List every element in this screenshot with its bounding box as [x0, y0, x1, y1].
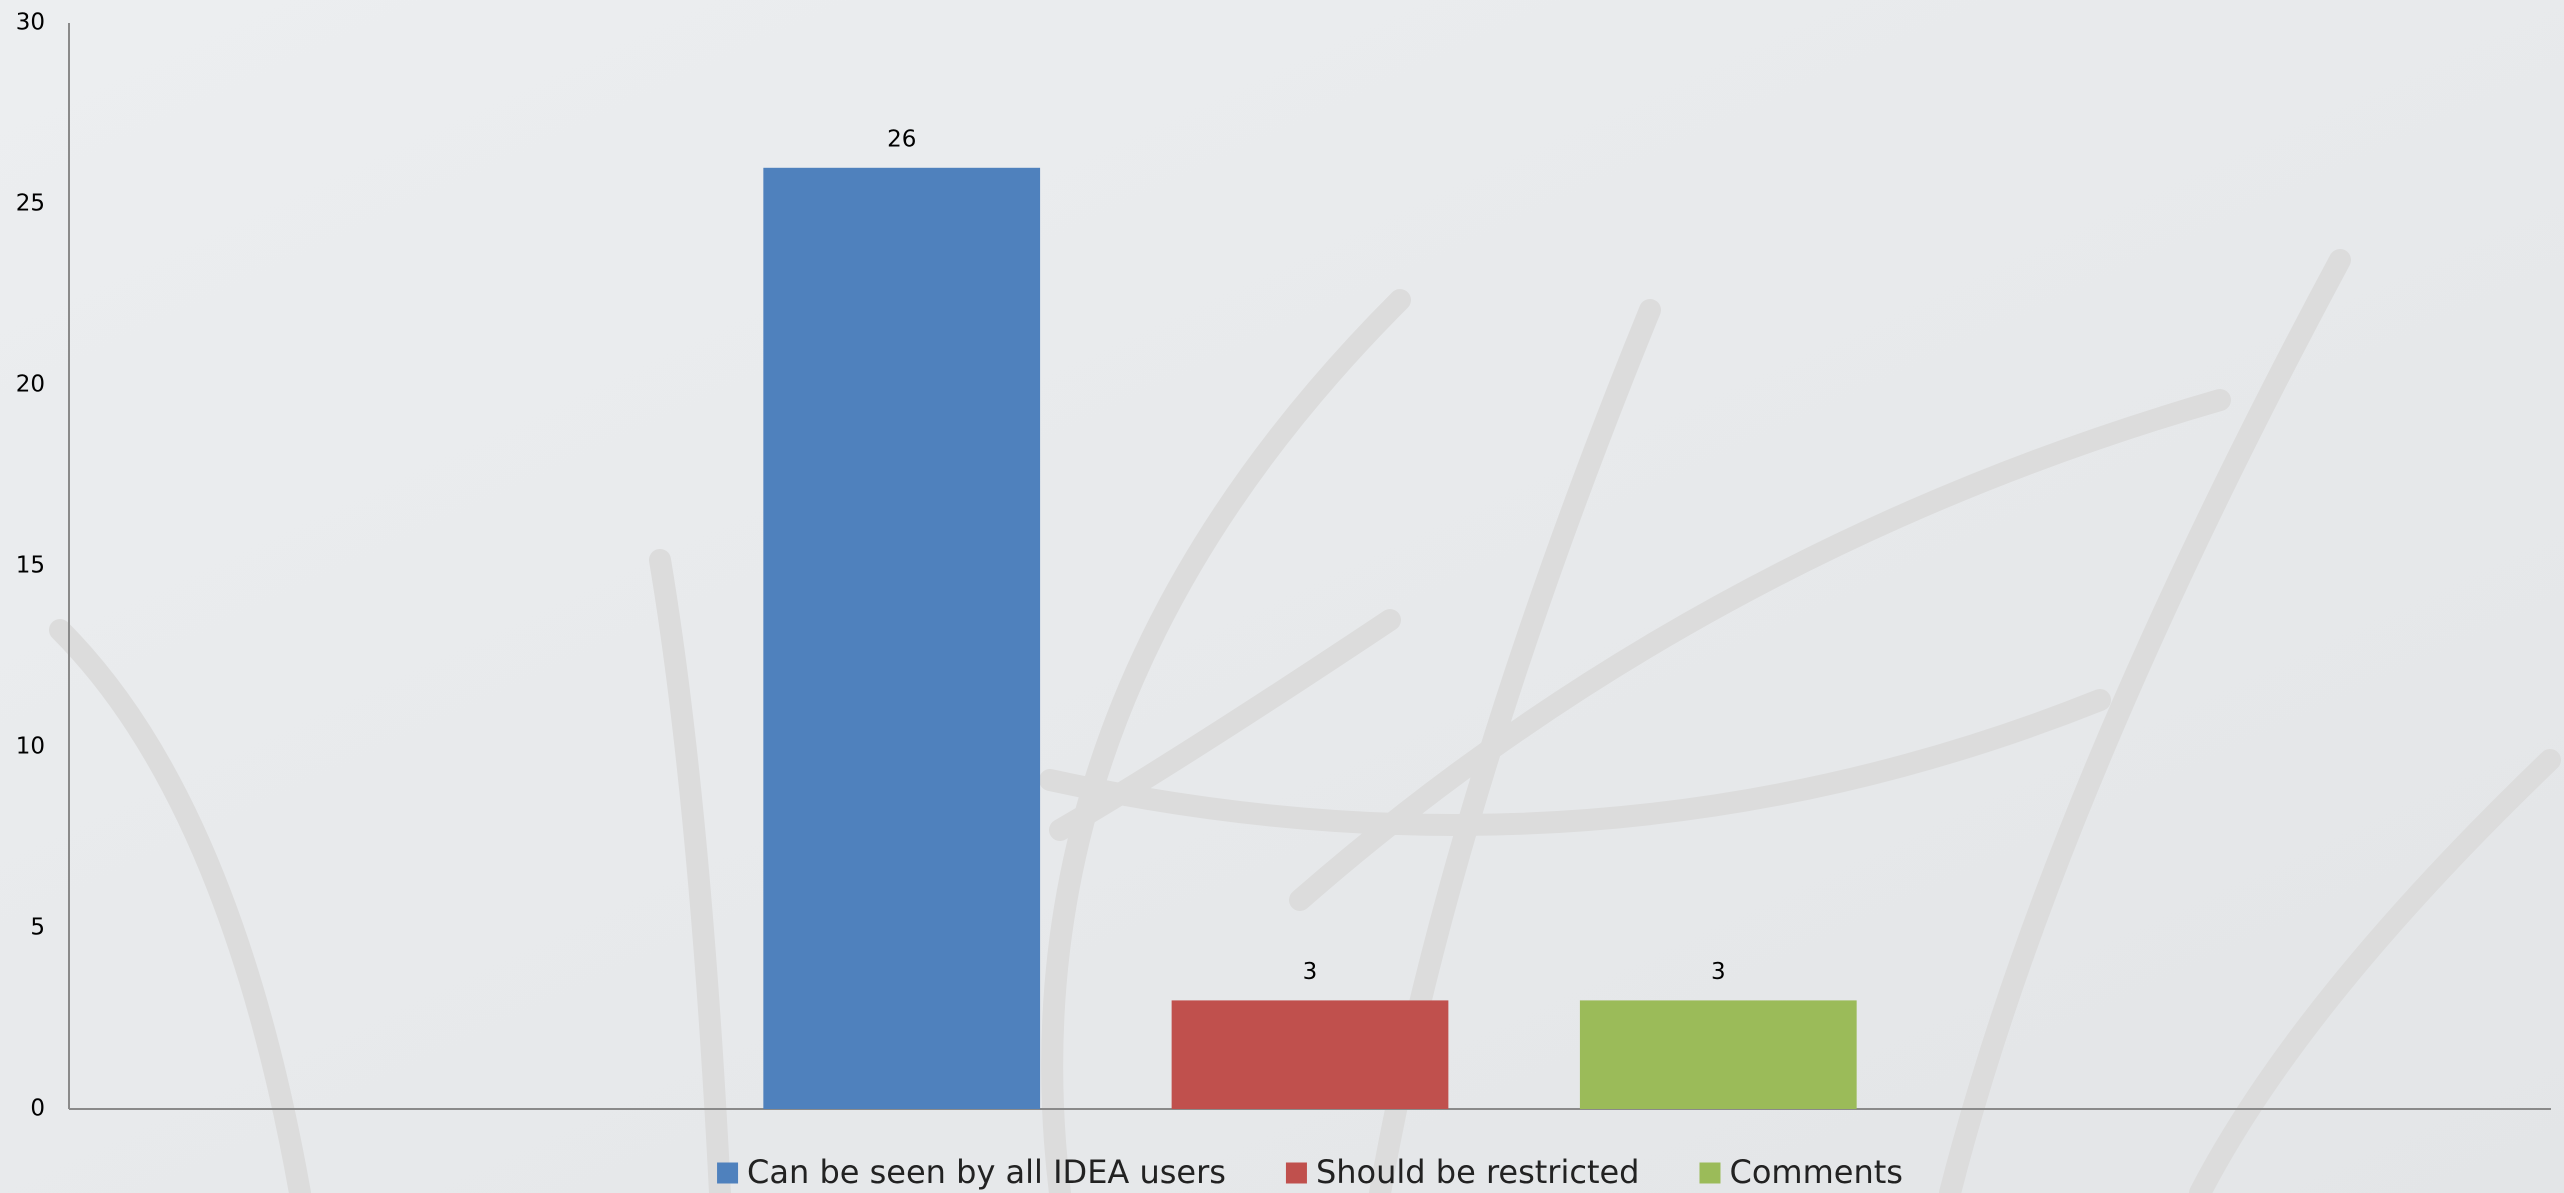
decoration — [49, 249, 2561, 1193]
y-tick-label: 20 — [16, 372, 45, 398]
value-label: 3 — [1711, 959, 1726, 985]
legend-swatch — [717, 1162, 739, 1184]
y-tick-label: 5 — [30, 915, 45, 941]
legend-label: Should be restricted — [1316, 1153, 1640, 1191]
value-label: 26 — [887, 126, 916, 152]
y-tick-label: 30 — [16, 10, 45, 36]
y-tick-label: 15 — [16, 553, 45, 579]
y-tick-label: 0 — [30, 1096, 45, 1122]
value-label: 3 — [1303, 959, 1318, 985]
bar — [1171, 1000, 1449, 1109]
legend-swatch — [1285, 1162, 1307, 1184]
y-tick-label: 25 — [16, 191, 45, 217]
bar — [1579, 1000, 1857, 1109]
legend-label: Comments — [1729, 1153, 1902, 1191]
legend-label: Can be seen by all IDEA users — [747, 1153, 1226, 1191]
legend-swatch — [1699, 1162, 1721, 1184]
y-tick-label: 10 — [16, 734, 45, 760]
bar — [763, 167, 1041, 1110]
